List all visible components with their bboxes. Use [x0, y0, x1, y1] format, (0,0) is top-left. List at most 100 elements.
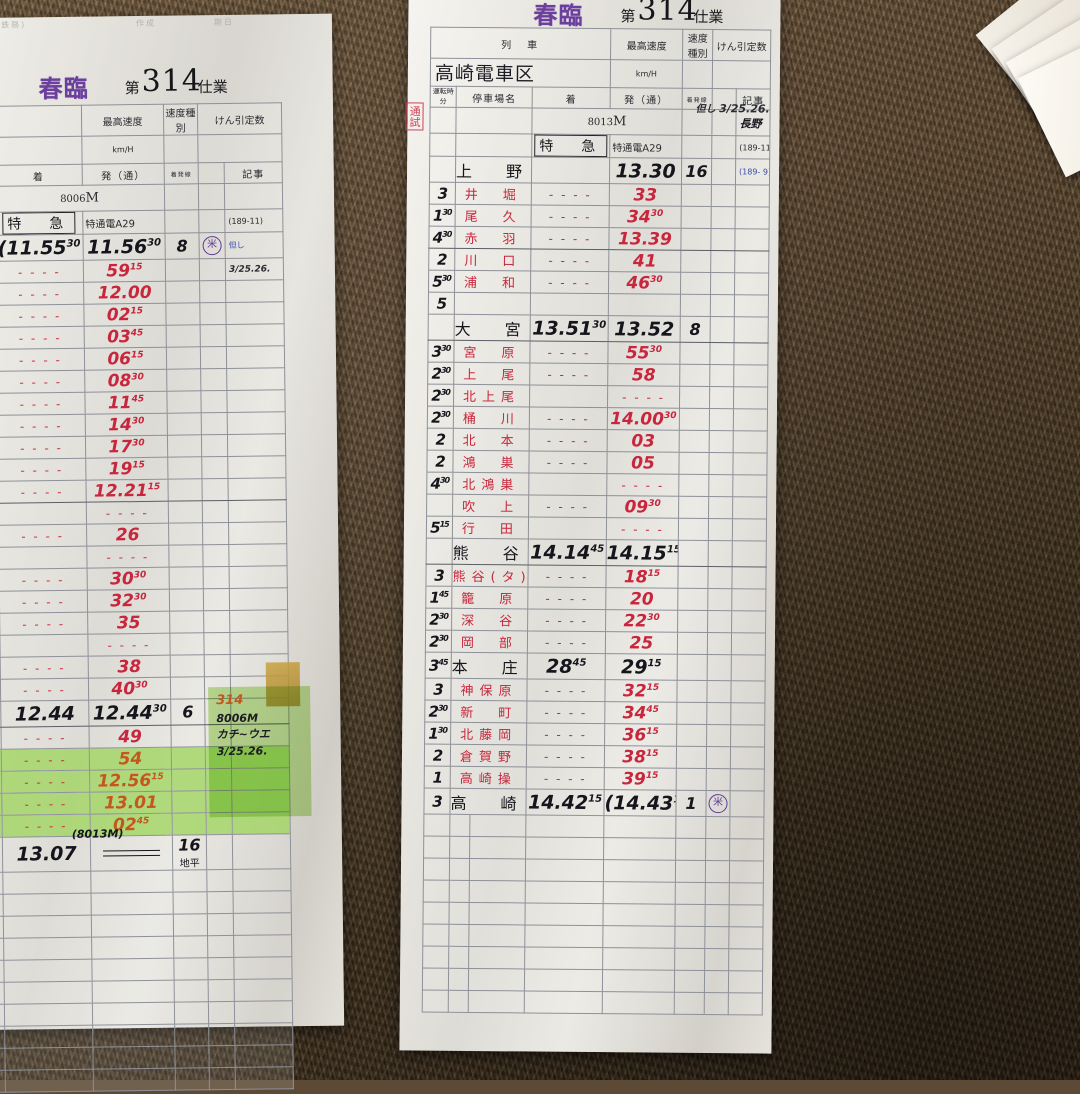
platform-cell	[679, 386, 709, 408]
station-cell: 浦 和	[454, 270, 530, 293]
platform-cell	[677, 724, 707, 746]
empty-row[interactable]	[422, 968, 762, 993]
run-time-cell: 3	[429, 182, 455, 204]
stamp-cell	[710, 365, 734, 387]
depart-time: 4630	[609, 273, 680, 294]
remarks-cell	[732, 519, 766, 541]
arrive-dash: - - - -	[0, 462, 85, 477]
remarks-cell	[227, 434, 285, 457]
empty-cell	[728, 971, 762, 993]
table-row[interactable]: 3高 崎14.4215(14.4315)1米	[424, 788, 764, 817]
arrive-cell: - - - -	[528, 587, 606, 610]
depart-time: 12.5615	[90, 770, 171, 791]
empty-cell	[729, 905, 763, 927]
station-cell: 神保原	[451, 678, 527, 701]
arrive-cell: - - - -	[527, 631, 605, 654]
remarks-cell-1	[224, 183, 282, 210]
empty-row[interactable]	[423, 902, 763, 927]
depart-time: 13.39	[609, 229, 680, 250]
run-time-cell: 3	[426, 564, 452, 586]
empty-cell	[209, 1023, 235, 1045]
run-time: 230	[428, 386, 453, 404]
platform-cell: 6	[171, 699, 205, 725]
empty-row[interactable]	[423, 880, 763, 905]
job-suffix-label: 仕業	[693, 6, 723, 27]
arrive-dash: - - - -	[529, 499, 606, 514]
empty-cell	[173, 914, 207, 936]
header-arrive: 着	[0, 164, 82, 186]
empty-cell	[604, 816, 676, 839]
empty-row[interactable]	[424, 836, 764, 861]
timetable-card-left[interactable]: (東鉄務)作成期日春臨第314仕業列 車最高速度速度種別けん引定数高崎電車区km…	[0, 14, 344, 1031]
stamp-cell	[202, 500, 228, 522]
station-cell: 桶 川	[453, 406, 529, 429]
empty-row[interactable]	[423, 924, 763, 949]
empty-cell	[705, 927, 729, 949]
arrive-dash: - - - -	[532, 187, 609, 202]
remarks-cell	[229, 522, 287, 545]
depot-name: 高崎電車区	[430, 58, 610, 88]
depart-cell: 12.5615	[90, 769, 172, 792]
arrive-cell: - - - -	[526, 767, 604, 790]
empty-row[interactable]	[422, 990, 762, 1015]
table-row[interactable]: 吹 上- - - -0930	[427, 494, 767, 519]
remark-tadashi: 但し 3/25.26.	[696, 101, 770, 118]
stamp-cell	[710, 273, 734, 295]
station-name: 上 尾	[454, 364, 529, 384]
empty-cell	[4, 1003, 92, 1026]
arrive-time: (11.5530	[0, 236, 83, 259]
table-row[interactable]: 5	[428, 292, 768, 317]
station-name: 井 堀	[456, 184, 531, 204]
empty-row[interactable]	[423, 858, 763, 883]
empty-cell	[449, 902, 469, 924]
header-maxspeed: 最高速度	[81, 104, 163, 136]
empty-row[interactable]	[0, 1067, 293, 1094]
empty-cell	[729, 949, 763, 971]
arrive-cell	[528, 517, 606, 540]
run-time: 5	[429, 294, 454, 312]
platform-cell	[167, 391, 201, 413]
station-cell: 岡 部	[451, 630, 527, 653]
empty-row[interactable]	[423, 946, 763, 971]
station-cell: 北 本	[453, 428, 529, 451]
stamp-cell	[711, 159, 735, 185]
empty-cell	[208, 1001, 234, 1023]
empty-row[interactable]	[424, 814, 764, 839]
remarks-cell	[229, 566, 287, 589]
arrive-cell: - - - -	[531, 227, 609, 250]
run-time: 3	[424, 792, 449, 810]
run-time-cell: 430	[427, 472, 453, 494]
arrive-cell: - - - -	[530, 341, 608, 364]
empty-cell	[209, 1045, 235, 1067]
arrive-dash: - - - -	[0, 264, 83, 279]
